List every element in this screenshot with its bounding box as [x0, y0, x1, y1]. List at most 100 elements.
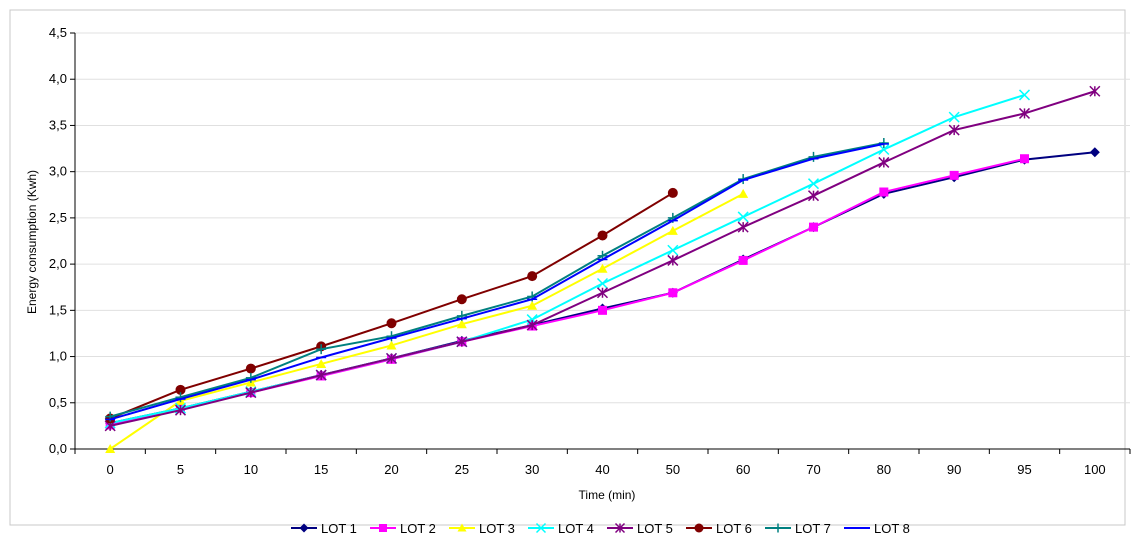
data-point — [385, 352, 398, 364]
data-point — [316, 344, 327, 355]
x-tick-label: 5 — [177, 462, 184, 477]
data-point — [807, 178, 820, 190]
data-point — [878, 138, 889, 149]
y-tick-label: 4,0 — [49, 71, 67, 86]
chart-border — [9, 9, 1126, 526]
series-line — [109, 142, 885, 418]
legend-label: LOT 7 — [795, 521, 831, 536]
data-point — [667, 225, 678, 235]
data-point — [808, 151, 819, 162]
x-tick-label: 50 — [666, 462, 680, 477]
data-point — [1020, 154, 1029, 164]
x-tick-label: 25 — [455, 462, 469, 477]
axes — [70, 32, 1131, 454]
y-tick-label: 0,0 — [49, 441, 67, 456]
data-point — [737, 211, 749, 223]
x-tick-label: 95 — [1017, 462, 1031, 477]
data-point — [597, 263, 608, 273]
legend-marker — [379, 524, 387, 532]
series-line — [109, 192, 744, 450]
data-point — [737, 221, 749, 233]
series-lines — [104, 85, 1101, 453]
legend-marker — [614, 522, 626, 534]
x-tick-label: 0 — [107, 462, 114, 477]
y-tick-label: 2,5 — [49, 210, 67, 225]
y-tick-label: 3,0 — [49, 164, 67, 179]
data-point — [596, 287, 609, 299]
legend-marker — [694, 523, 704, 533]
data-point — [456, 336, 468, 348]
series-lot-6 — [105, 187, 678, 424]
y-tick-label: 3,5 — [49, 117, 67, 132]
legend-label: LOT 5 — [637, 521, 673, 536]
data-point — [948, 111, 960, 123]
data-point — [809, 222, 818, 232]
data-point — [527, 300, 538, 310]
data-point — [597, 230, 608, 241]
data-point — [879, 187, 889, 197]
legend-item: LOT 3 — [449, 521, 515, 536]
data-point — [315, 369, 327, 381]
data-point — [1089, 85, 1101, 97]
data-point — [807, 190, 820, 202]
legend-item: LOT 7 — [765, 521, 831, 536]
series-lot-5 — [104, 85, 1101, 432]
data-point — [667, 187, 678, 198]
data-point — [1018, 107, 1031, 119]
legend-marker — [535, 522, 547, 534]
legend-item: LOT 2 — [370, 521, 436, 536]
x-tick-label: 10 — [244, 462, 258, 477]
data-point — [174, 404, 187, 416]
y-tick-label: 1,5 — [49, 302, 67, 317]
data-point — [526, 319, 538, 331]
data-point — [175, 384, 186, 395]
legend-marker — [457, 523, 467, 532]
x-tick-label: 100 — [1084, 462, 1106, 477]
legend-label: LOT 1 — [321, 521, 357, 536]
x-tick-label: 80 — [877, 462, 891, 477]
data-point — [667, 254, 679, 266]
legend-item: LOT 4 — [528, 521, 594, 536]
series-lot-8 — [105, 142, 889, 421]
y-tick-label: 4,5 — [49, 25, 67, 40]
data-point — [878, 143, 890, 156]
data-point — [1018, 89, 1031, 101]
legend-label: LOT 2 — [400, 521, 436, 536]
data-point — [316, 358, 327, 368]
series-line — [109, 142, 885, 421]
y-axis-title: Energy consumption (Kwh) — [25, 170, 39, 314]
x-tick-label: 90 — [947, 462, 961, 477]
x-tick-label: 60 — [736, 462, 750, 477]
y-tick-label: 2,0 — [49, 256, 67, 271]
x-axis-title: Time (min) — [579, 488, 636, 502]
legend-item: LOT 6 — [686, 521, 752, 536]
data-point — [456, 319, 467, 329]
data-point — [598, 305, 607, 315]
legend: LOT 1 LOT 2 LOT 3 LOT 4 LOT 5 LOT 6 LOT 7 LOT 8 — [291, 521, 910, 536]
legend-label: LOT 3 — [479, 521, 515, 536]
data-point — [668, 288, 678, 298]
x-tick-label: 40 — [595, 462, 609, 477]
legend-label: LOT 6 — [716, 521, 752, 536]
grid-lines — [75, 32, 1130, 404]
data-point — [386, 318, 397, 329]
data-point — [456, 294, 467, 305]
x-tick-label: 70 — [806, 462, 820, 477]
x-tick-label: 30 — [525, 462, 539, 477]
data-point — [667, 244, 679, 256]
data-point — [596, 277, 609, 290]
data-point — [738, 188, 749, 198]
data-point — [1089, 147, 1100, 158]
data-point — [245, 387, 257, 399]
legend-label: LOT 4 — [558, 521, 594, 536]
data-point — [949, 170, 959, 180]
y-tick-label: 0,5 — [49, 395, 67, 410]
tick-labels: 0,0 0,5 1,0 1,5 2,0 2,5 3,0 3,5 4,0 4,5 0 5 10 15 20 25… — [49, 25, 1106, 477]
legend-label: LOT 8 — [874, 521, 910, 536]
legend-marker — [299, 523, 309, 533]
data-point — [878, 156, 890, 168]
legend-marker — [773, 523, 783, 533]
x-tick-label: 20 — [384, 462, 398, 477]
data-point — [105, 444, 116, 453]
